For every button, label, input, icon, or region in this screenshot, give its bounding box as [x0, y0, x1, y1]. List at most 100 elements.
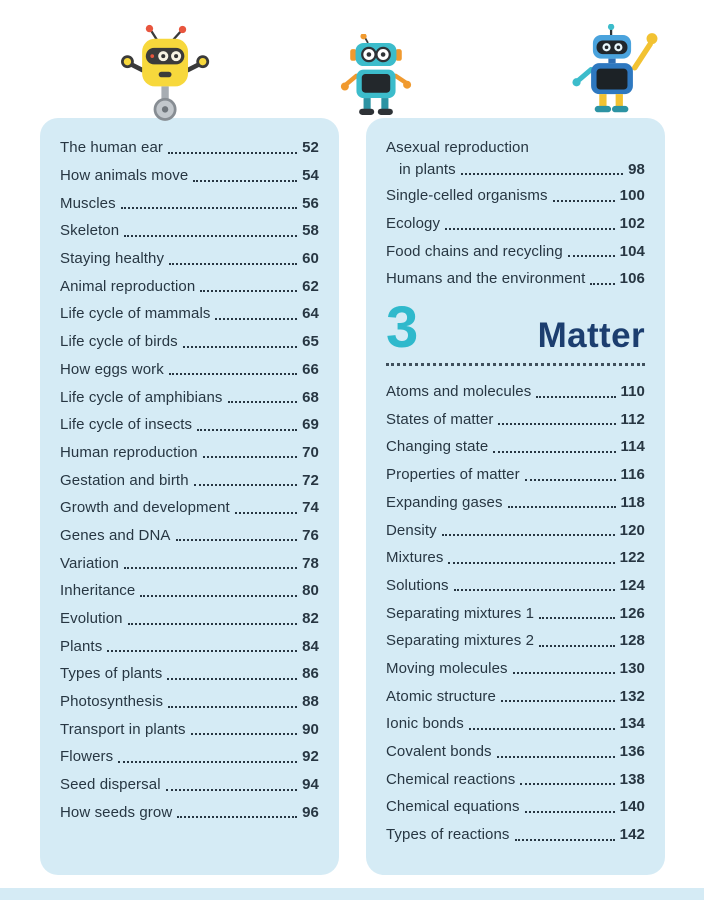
- dot-leader: [193, 484, 298, 487]
- dot-leader: [524, 810, 615, 813]
- dot-leader: [202, 456, 298, 459]
- dot-leader: [448, 561, 615, 564]
- dot-leader: [468, 727, 615, 730]
- dot-leader: [445, 227, 615, 230]
- dot-leader: [441, 534, 615, 537]
- section-header: 3 Matter: [386, 298, 645, 357]
- toc-entry-title: Life cycle of amphibians: [60, 388, 223, 406]
- toc-entry-title: Atomic structure: [386, 687, 496, 705]
- toc-entry-title: Humans and the environment: [386, 270, 586, 288]
- toc-entry: Atoms and molecules 110: [386, 378, 645, 406]
- dot-leader: [193, 179, 298, 182]
- dot-leader: [227, 401, 298, 404]
- dot-leader: [539, 617, 615, 620]
- toc-entry-title: Seed dispersal: [60, 776, 161, 794]
- toc-entry-page: 116: [620, 466, 645, 484]
- toc-entry-page: 134: [619, 715, 645, 733]
- toc-entry-title: Types of plants: [60, 665, 163, 683]
- toc-entry-page: 122: [619, 549, 645, 567]
- toc-entry: Chemical reactions 138: [386, 765, 645, 793]
- toc-entry-title: Life cycle of mammals: [60, 305, 211, 323]
- toc-entry-title: Genes and DNA: [60, 526, 171, 544]
- dot-leader: [177, 816, 298, 819]
- toc-entry: Life cycle of birds 65: [60, 328, 319, 356]
- dot-leader: [507, 506, 616, 509]
- dot-leader: [500, 700, 615, 703]
- dot-leader: [520, 783, 615, 786]
- dot-leader: [169, 262, 298, 265]
- toc-entry: How seeds grow 96: [60, 799, 319, 827]
- toc-entry-page: 92: [302, 748, 319, 766]
- section-divider: [386, 362, 645, 366]
- toc-entry-title: Separating mixtures 1: [386, 604, 535, 622]
- dot-leader: [514, 838, 615, 841]
- toc-entry-title: Changing state: [386, 438, 489, 456]
- toc-entry-page: 82: [302, 610, 319, 628]
- dot-leader: [107, 650, 298, 653]
- toc-entry-page: 98: [628, 160, 645, 178]
- toc-entry-title: Inheritance: [60, 582, 136, 600]
- toc-entry-page: 130: [619, 659, 645, 677]
- toc-entry-page: 114: [620, 438, 645, 456]
- toc-entry-page: 138: [619, 770, 645, 788]
- toc-entry-page: 106: [619, 270, 645, 288]
- toc-entry-page: 72: [302, 471, 319, 489]
- toc-entry-title: Chemical equations: [386, 798, 520, 816]
- robot-blue-icon: [572, 23, 658, 113]
- toc-entry: Humans and the environment 106: [386, 265, 645, 293]
- toc-entry-title: Evolution: [60, 610, 123, 628]
- toc-entry-title: Variation: [60, 554, 119, 572]
- dot-leader: [590, 282, 615, 285]
- dot-leader: [234, 511, 298, 514]
- dot-leader: [168, 373, 298, 376]
- dot-leader: [124, 567, 298, 570]
- toc-entry: States of matter 112: [386, 405, 645, 433]
- dot-leader: [498, 423, 616, 426]
- toc-entry-title: Ionic bonds: [386, 715, 464, 733]
- toc-entry: Gestation and birth 72: [60, 466, 319, 494]
- toc-entry-page: 78: [302, 554, 319, 572]
- toc-entry-page: 54: [302, 167, 319, 185]
- dot-leader: [215, 317, 298, 320]
- toc-entry-page: 136: [619, 743, 645, 761]
- robot-yellow-icon: [120, 24, 212, 130]
- toc-entry-page: 132: [619, 687, 645, 705]
- toc-entry-title: Photosynthesis: [60, 693, 164, 711]
- toc-entry-title: Types of reactions: [386, 826, 510, 844]
- toc-entry-page: 66: [302, 360, 319, 378]
- toc-entry-title: Life cycle of birds: [60, 333, 178, 351]
- dot-leader: [175, 539, 298, 542]
- toc-entry-page: 62: [302, 277, 319, 295]
- toc-entry: Variation 78: [60, 549, 319, 577]
- toc-entry-page: 69: [302, 416, 319, 434]
- toc-right-panel: Asexual reproduction in plants 98 Single-ce…: [366, 118, 665, 875]
- toc-entry: Growth and development 74: [60, 494, 319, 522]
- toc-entry-title: Growth and development: [60, 499, 230, 517]
- toc-entry-page: 74: [302, 499, 319, 517]
- toc-entry: Separating mixtures 2 128: [386, 627, 645, 655]
- toc-left-list: The human ear 52 How animals move 54 Muscles…: [60, 134, 319, 826]
- toc-entry: Ecology 102: [386, 210, 645, 238]
- toc-entry-line: Asexual reproduction: [386, 136, 645, 158]
- robot-yellow-icon: [121, 24, 210, 121]
- dot-leader: [552, 199, 615, 202]
- toc-entry-title: Chemical reactions: [386, 770, 516, 788]
- toc-entry: Transport in plants 90: [60, 715, 319, 743]
- toc-entry: Properties of matter 116: [386, 461, 645, 489]
- toc-entry-page: 124: [619, 576, 645, 594]
- toc-entry-page: 102: [619, 215, 645, 233]
- toc-entry-title: Plants: [60, 637, 103, 655]
- toc-entry-page: 142: [619, 826, 645, 844]
- toc-entry: Covalent bonds 136: [386, 738, 645, 766]
- dot-leader: [167, 677, 298, 680]
- dot-leader: [496, 755, 615, 758]
- dot-leader: [182, 345, 298, 348]
- toc-entry: Ionic bonds 134: [386, 710, 645, 738]
- toc-entry-page: 52: [302, 139, 319, 157]
- toc-entry-page: 94: [302, 776, 319, 794]
- toc-entry: Photosynthesis 88: [60, 688, 319, 716]
- toc-entry-page: 100: [619, 187, 645, 205]
- robot-blue-icon: [562, 23, 662, 131]
- toc-entry: Inheritance 80: [60, 577, 319, 605]
